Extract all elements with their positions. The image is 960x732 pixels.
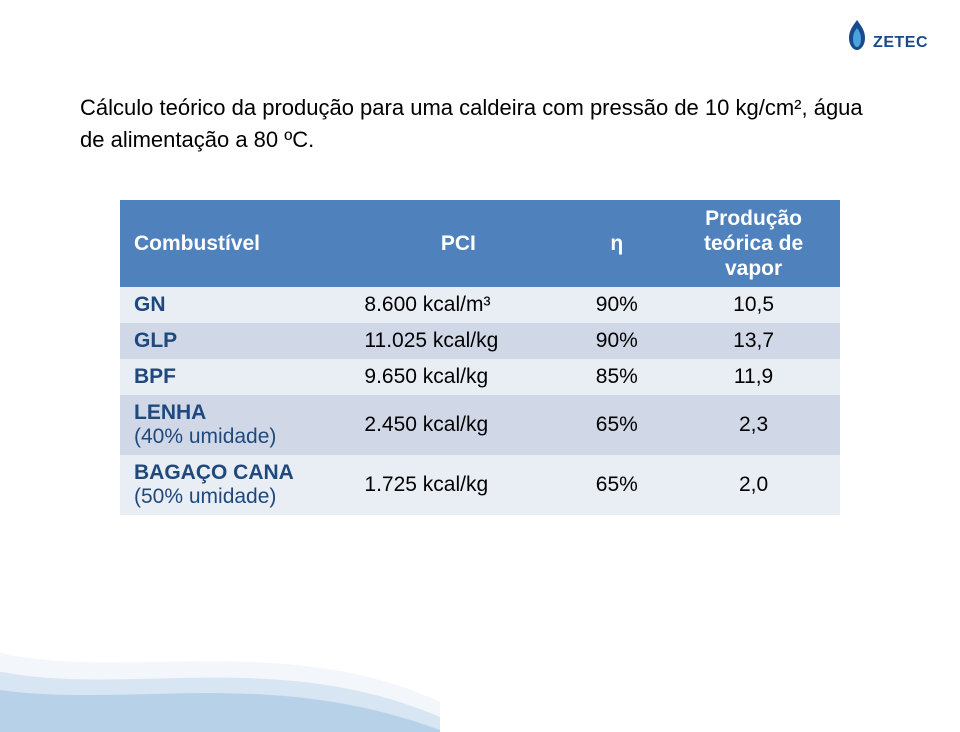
cell-pci: 2.450 kcal/kg <box>350 395 566 455</box>
col-fuel: Combustível <box>120 200 350 288</box>
brand-text: ZETEC <box>873 34 928 52</box>
cell-eta: 65% <box>566 395 667 455</box>
col-eta: ƞ <box>566 200 667 288</box>
cell-pci: 9.650 kcal/kg <box>350 359 566 395</box>
cell-label: GLP <box>120 323 350 359</box>
flame-icon <box>844 18 870 52</box>
cell-label: LENHA (40% umidade) <box>120 395 350 455</box>
cell-prod: 11,9 <box>667 359 840 395</box>
cell-eta: 85% <box>566 359 667 395</box>
logo: ZETEC <box>844 18 928 52</box>
col-pci: PCI <box>350 200 566 288</box>
table-row: GLP 11.025 kcal/kg 90% 13,7 <box>120 323 840 359</box>
cell-pci: 8.600 kcal/m³ <box>350 287 566 323</box>
cell-pci: 11.025 kcal/kg <box>350 323 566 359</box>
fuel-table: Combustível PCI ƞ Produção teórica de va… <box>120 200 840 516</box>
cell-prod: 2,3 <box>667 395 840 455</box>
cell-eta: 90% <box>566 287 667 323</box>
table-row: BAGAÇO CANA (50% umidade) 1.725 kcal/kg … <box>120 455 840 515</box>
cell-label: GN <box>120 287 350 323</box>
col-prod: Produção teórica de vapor <box>667 200 840 288</box>
cell-label: BPF <box>120 359 350 395</box>
cell-eta: 65% <box>566 455 667 515</box>
slide-title: Cálculo teórico da produção para uma cal… <box>80 92 880 156</box>
table-row: BPF 9.650 kcal/kg 85% 11,9 <box>120 359 840 395</box>
cell-label: BAGAÇO CANA (50% umidade) <box>120 455 350 515</box>
cell-eta: 90% <box>566 323 667 359</box>
table-row: LENHA (40% umidade) 2.450 kcal/kg 65% 2,… <box>120 395 840 455</box>
slide-content: Cálculo teórico da produção para uma cal… <box>0 0 960 515</box>
cell-prod: 2,0 <box>667 455 840 515</box>
cell-prod: 10,5 <box>667 287 840 323</box>
cell-prod: 13,7 <box>667 323 840 359</box>
cell-pci: 1.725 kcal/kg <box>350 455 566 515</box>
swoosh-decoration <box>0 582 440 732</box>
table-row: GN 8.600 kcal/m³ 90% 10,5 <box>120 287 840 323</box>
